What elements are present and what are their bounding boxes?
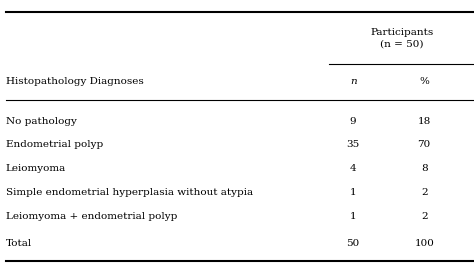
Text: 1: 1 (350, 212, 356, 221)
Text: %: % (419, 77, 429, 86)
Text: 4: 4 (350, 164, 356, 173)
Text: 70: 70 (418, 140, 431, 149)
Text: 35: 35 (346, 140, 360, 149)
Text: Participants
(n = 50): Participants (n = 50) (370, 28, 433, 49)
Text: No pathology: No pathology (6, 117, 77, 126)
Text: 50: 50 (346, 239, 360, 248)
Text: Leiomyoma: Leiomyoma (6, 164, 66, 173)
Text: 1: 1 (350, 188, 356, 197)
Text: Simple endometrial hyperplasia without atypia: Simple endometrial hyperplasia without a… (6, 188, 253, 197)
Text: Total: Total (6, 239, 32, 248)
Text: 8: 8 (421, 164, 428, 173)
Text: 2: 2 (421, 188, 428, 197)
Text: 100: 100 (414, 239, 434, 248)
Text: n: n (350, 77, 356, 86)
Text: 9: 9 (350, 117, 356, 126)
Text: 2: 2 (421, 212, 428, 221)
Text: 18: 18 (418, 117, 431, 126)
Text: Leiomyoma + endometrial polyp: Leiomyoma + endometrial polyp (6, 212, 177, 221)
Text: Histopathology Diagnoses: Histopathology Diagnoses (6, 77, 144, 86)
Text: Endometrial polyp: Endometrial polyp (6, 140, 103, 149)
